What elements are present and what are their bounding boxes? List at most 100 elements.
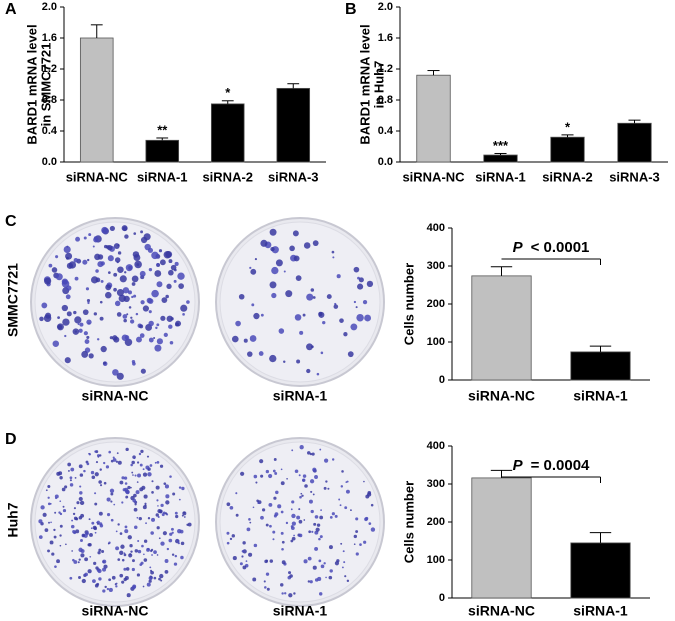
colony	[92, 525, 97, 530]
colony	[331, 512, 335, 516]
colony	[100, 279, 104, 283]
colony	[181, 514, 184, 517]
colony	[147, 472, 152, 477]
colony	[150, 549, 153, 553]
colony	[124, 335, 130, 340]
colony	[289, 574, 293, 578]
colony	[53, 528, 56, 532]
x-tick-label: siRNA-1	[475, 169, 526, 184]
colony	[158, 577, 161, 581]
colony	[315, 527, 320, 532]
colony	[146, 297, 153, 304]
colony	[139, 487, 144, 492]
colony	[92, 579, 96, 584]
colony	[132, 498, 137, 503]
colony	[355, 517, 359, 521]
colony	[328, 575, 333, 580]
colony	[122, 314, 128, 319]
colony	[339, 318, 344, 323]
colony	[78, 558, 81, 561]
colony	[38, 519, 43, 524]
colony	[132, 584, 137, 589]
colony	[298, 508, 301, 511]
colony	[168, 269, 174, 276]
colony	[343, 332, 348, 337]
colony	[59, 500, 62, 503]
colony	[79, 473, 84, 477]
colony	[109, 488, 115, 493]
colony	[293, 255, 300, 262]
colony	[318, 559, 322, 563]
colony	[99, 468, 102, 471]
colony	[119, 573, 124, 578]
colony	[149, 464, 153, 467]
colony	[265, 572, 270, 576]
colony	[147, 517, 151, 520]
colony	[288, 593, 293, 598]
colony	[183, 516, 186, 518]
colony	[343, 561, 346, 564]
colony	[311, 530, 314, 533]
colony	[74, 476, 77, 479]
colony	[106, 513, 111, 517]
colony	[125, 567, 130, 571]
colony	[102, 559, 107, 564]
colony	[340, 542, 343, 545]
colony	[156, 526, 160, 530]
colony	[323, 562, 326, 565]
colony	[125, 495, 129, 499]
colony	[70, 524, 75, 529]
colony	[292, 230, 299, 237]
y-axis-label: BARD1 mRNA level	[24, 24, 39, 144]
colony	[96, 521, 98, 524]
colony	[307, 556, 312, 561]
colony	[121, 501, 124, 504]
colony	[283, 270, 286, 273]
colony	[336, 274, 341, 279]
colony	[98, 511, 103, 516]
colony	[125, 447, 129, 452]
colony	[322, 320, 326, 325]
colony	[88, 543, 92, 547]
colony	[139, 270, 146, 277]
colony	[187, 522, 192, 527]
colony	[110, 492, 114, 496]
colony	[307, 580, 311, 583]
colony	[177, 272, 185, 280]
plate-caption: siRNA-1	[273, 388, 328, 404]
colony	[88, 353, 94, 359]
colony	[96, 338, 100, 341]
colony	[45, 489, 48, 492]
colony	[334, 561, 340, 566]
colony	[133, 507, 138, 512]
colony	[271, 266, 279, 275]
colony	[177, 528, 182, 534]
colony	[320, 564, 325, 569]
colony	[62, 509, 67, 513]
colony	[148, 310, 152, 314]
colony	[266, 587, 270, 591]
colony	[98, 577, 102, 581]
significance: ***	[493, 138, 509, 153]
colony	[54, 511, 57, 514]
colony	[291, 521, 296, 526]
colony	[90, 527, 93, 530]
colony	[116, 312, 122, 317]
colony	[346, 579, 350, 583]
colony	[126, 593, 131, 598]
colony	[306, 293, 314, 301]
colony	[89, 555, 92, 558]
colony	[99, 484, 103, 487]
colony	[229, 505, 234, 510]
colony	[226, 541, 230, 545]
colony	[280, 531, 284, 535]
colony	[156, 338, 163, 345]
colony	[312, 565, 317, 570]
colony	[316, 372, 320, 376]
colony	[121, 558, 125, 562]
colony	[281, 560, 286, 565]
colony	[229, 537, 233, 541]
colony	[150, 531, 154, 535]
y-axis-label: Cells number	[401, 481, 416, 563]
colony	[281, 540, 285, 544]
